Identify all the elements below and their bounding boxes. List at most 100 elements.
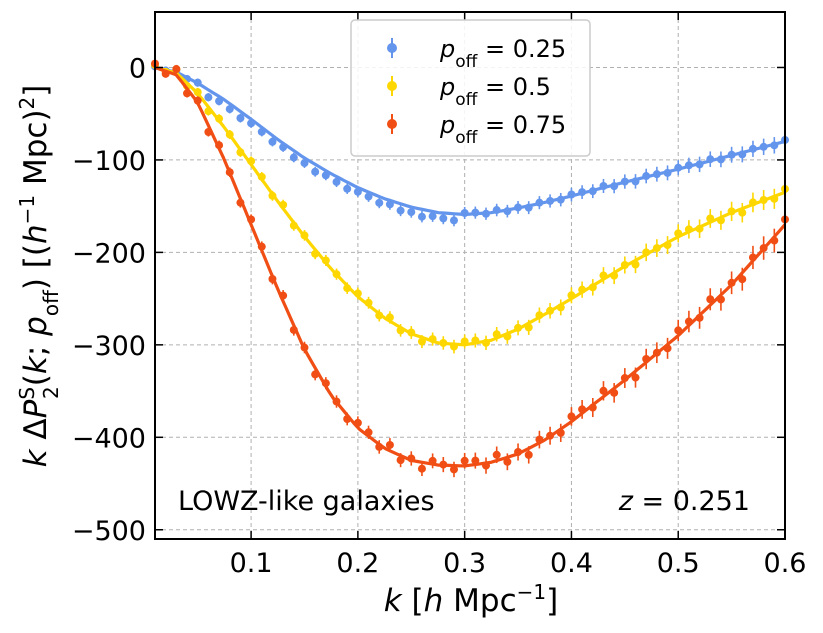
y-tick-label: −300	[72, 331, 146, 362]
x-tick-label: 0.3	[443, 548, 486, 579]
data-point	[567, 291, 576, 300]
x-tick-label: 0.5	[657, 548, 700, 579]
data-point	[535, 311, 544, 320]
data-point	[663, 168, 672, 177]
data-point	[375, 442, 384, 451]
data-point	[599, 182, 608, 191]
data-point	[492, 330, 501, 339]
data-point	[492, 450, 501, 459]
data-point	[578, 285, 587, 294]
data-point	[535, 435, 544, 444]
x-axis-label: k [h Mpc−1]	[384, 580, 558, 619]
plot-frame	[154, 11, 786, 540]
data-point	[471, 336, 480, 345]
ticks: 0.1 0.2 0.3 0.4 0.5 0.6 0 −100 −200 −300 −400 −500	[72, 12, 806, 579]
data-point	[674, 326, 683, 335]
data-point	[343, 284, 352, 293]
data-point	[193, 88, 202, 97]
data-point	[289, 221, 298, 230]
data-point	[599, 386, 608, 395]
data-point	[396, 326, 405, 335]
data-point	[727, 150, 736, 159]
data-point	[279, 291, 288, 300]
x-tick-label: 0.1	[230, 548, 273, 579]
data-point	[748, 144, 757, 153]
data-point	[449, 465, 458, 474]
data-point	[439, 214, 448, 223]
data-point	[321, 171, 330, 180]
data-point	[407, 208, 416, 217]
data-point	[236, 148, 245, 157]
y-tick-label: −200	[72, 238, 146, 269]
data-point	[300, 159, 309, 168]
data-point	[439, 460, 448, 469]
series-layer	[151, 59, 789, 478]
data-point	[684, 317, 693, 326]
data-point	[268, 137, 277, 146]
data-point	[428, 335, 437, 344]
legend-marker	[387, 119, 397, 129]
annotation-sample: LOWZ-like galaxies	[178, 486, 435, 517]
annotation-redshift: z = 0.251	[618, 486, 750, 517]
data-point	[332, 177, 341, 186]
data-point	[514, 447, 523, 456]
data-point	[343, 414, 352, 423]
data-point	[706, 295, 715, 304]
data-point	[663, 241, 672, 250]
data-point	[353, 418, 362, 427]
data-point	[535, 198, 544, 207]
x-tick-label: 0.2	[336, 548, 379, 579]
data-point	[471, 208, 480, 217]
data-point	[759, 142, 768, 151]
data-point	[183, 89, 192, 98]
data-point	[449, 342, 458, 351]
data-point	[503, 207, 512, 216]
data-point	[663, 344, 672, 353]
data-point	[674, 163, 683, 172]
data-point	[759, 196, 768, 205]
data-point	[225, 130, 234, 139]
data-point	[236, 114, 245, 123]
data-point	[428, 212, 437, 221]
data-point	[300, 343, 309, 352]
data-point	[407, 454, 416, 463]
data-point	[375, 198, 384, 207]
data-point	[417, 212, 426, 221]
data-point	[268, 275, 277, 284]
data-point	[503, 457, 512, 466]
data-point	[524, 450, 533, 459]
y-tick-label: −400	[72, 423, 146, 454]
data-point	[343, 184, 352, 193]
series-1	[151, 62, 789, 227]
data-point	[706, 155, 715, 164]
data-point	[247, 157, 256, 166]
data-point	[449, 216, 458, 225]
data-point	[620, 177, 629, 186]
data-point	[439, 338, 448, 347]
data-point	[279, 143, 288, 152]
data-point	[385, 440, 394, 449]
data-point	[311, 167, 320, 176]
legend-label: poff = 0.25	[439, 35, 566, 72]
data-point	[652, 170, 661, 179]
data-point	[257, 127, 266, 136]
data-point	[353, 187, 362, 196]
data-point	[674, 229, 683, 238]
legend-box	[350, 19, 591, 157]
data-point	[396, 456, 405, 465]
data-point	[567, 412, 576, 421]
data-point	[482, 209, 491, 218]
data-point	[620, 374, 629, 383]
data-point	[364, 298, 373, 307]
data-point	[514, 323, 523, 332]
data-point	[225, 105, 234, 114]
data-point	[695, 313, 704, 322]
data-point	[193, 78, 202, 87]
data-point	[215, 141, 224, 150]
data-point	[556, 195, 565, 204]
data-point	[652, 244, 661, 253]
data-point	[620, 261, 629, 270]
data-point	[578, 188, 587, 197]
data-point	[546, 431, 555, 440]
